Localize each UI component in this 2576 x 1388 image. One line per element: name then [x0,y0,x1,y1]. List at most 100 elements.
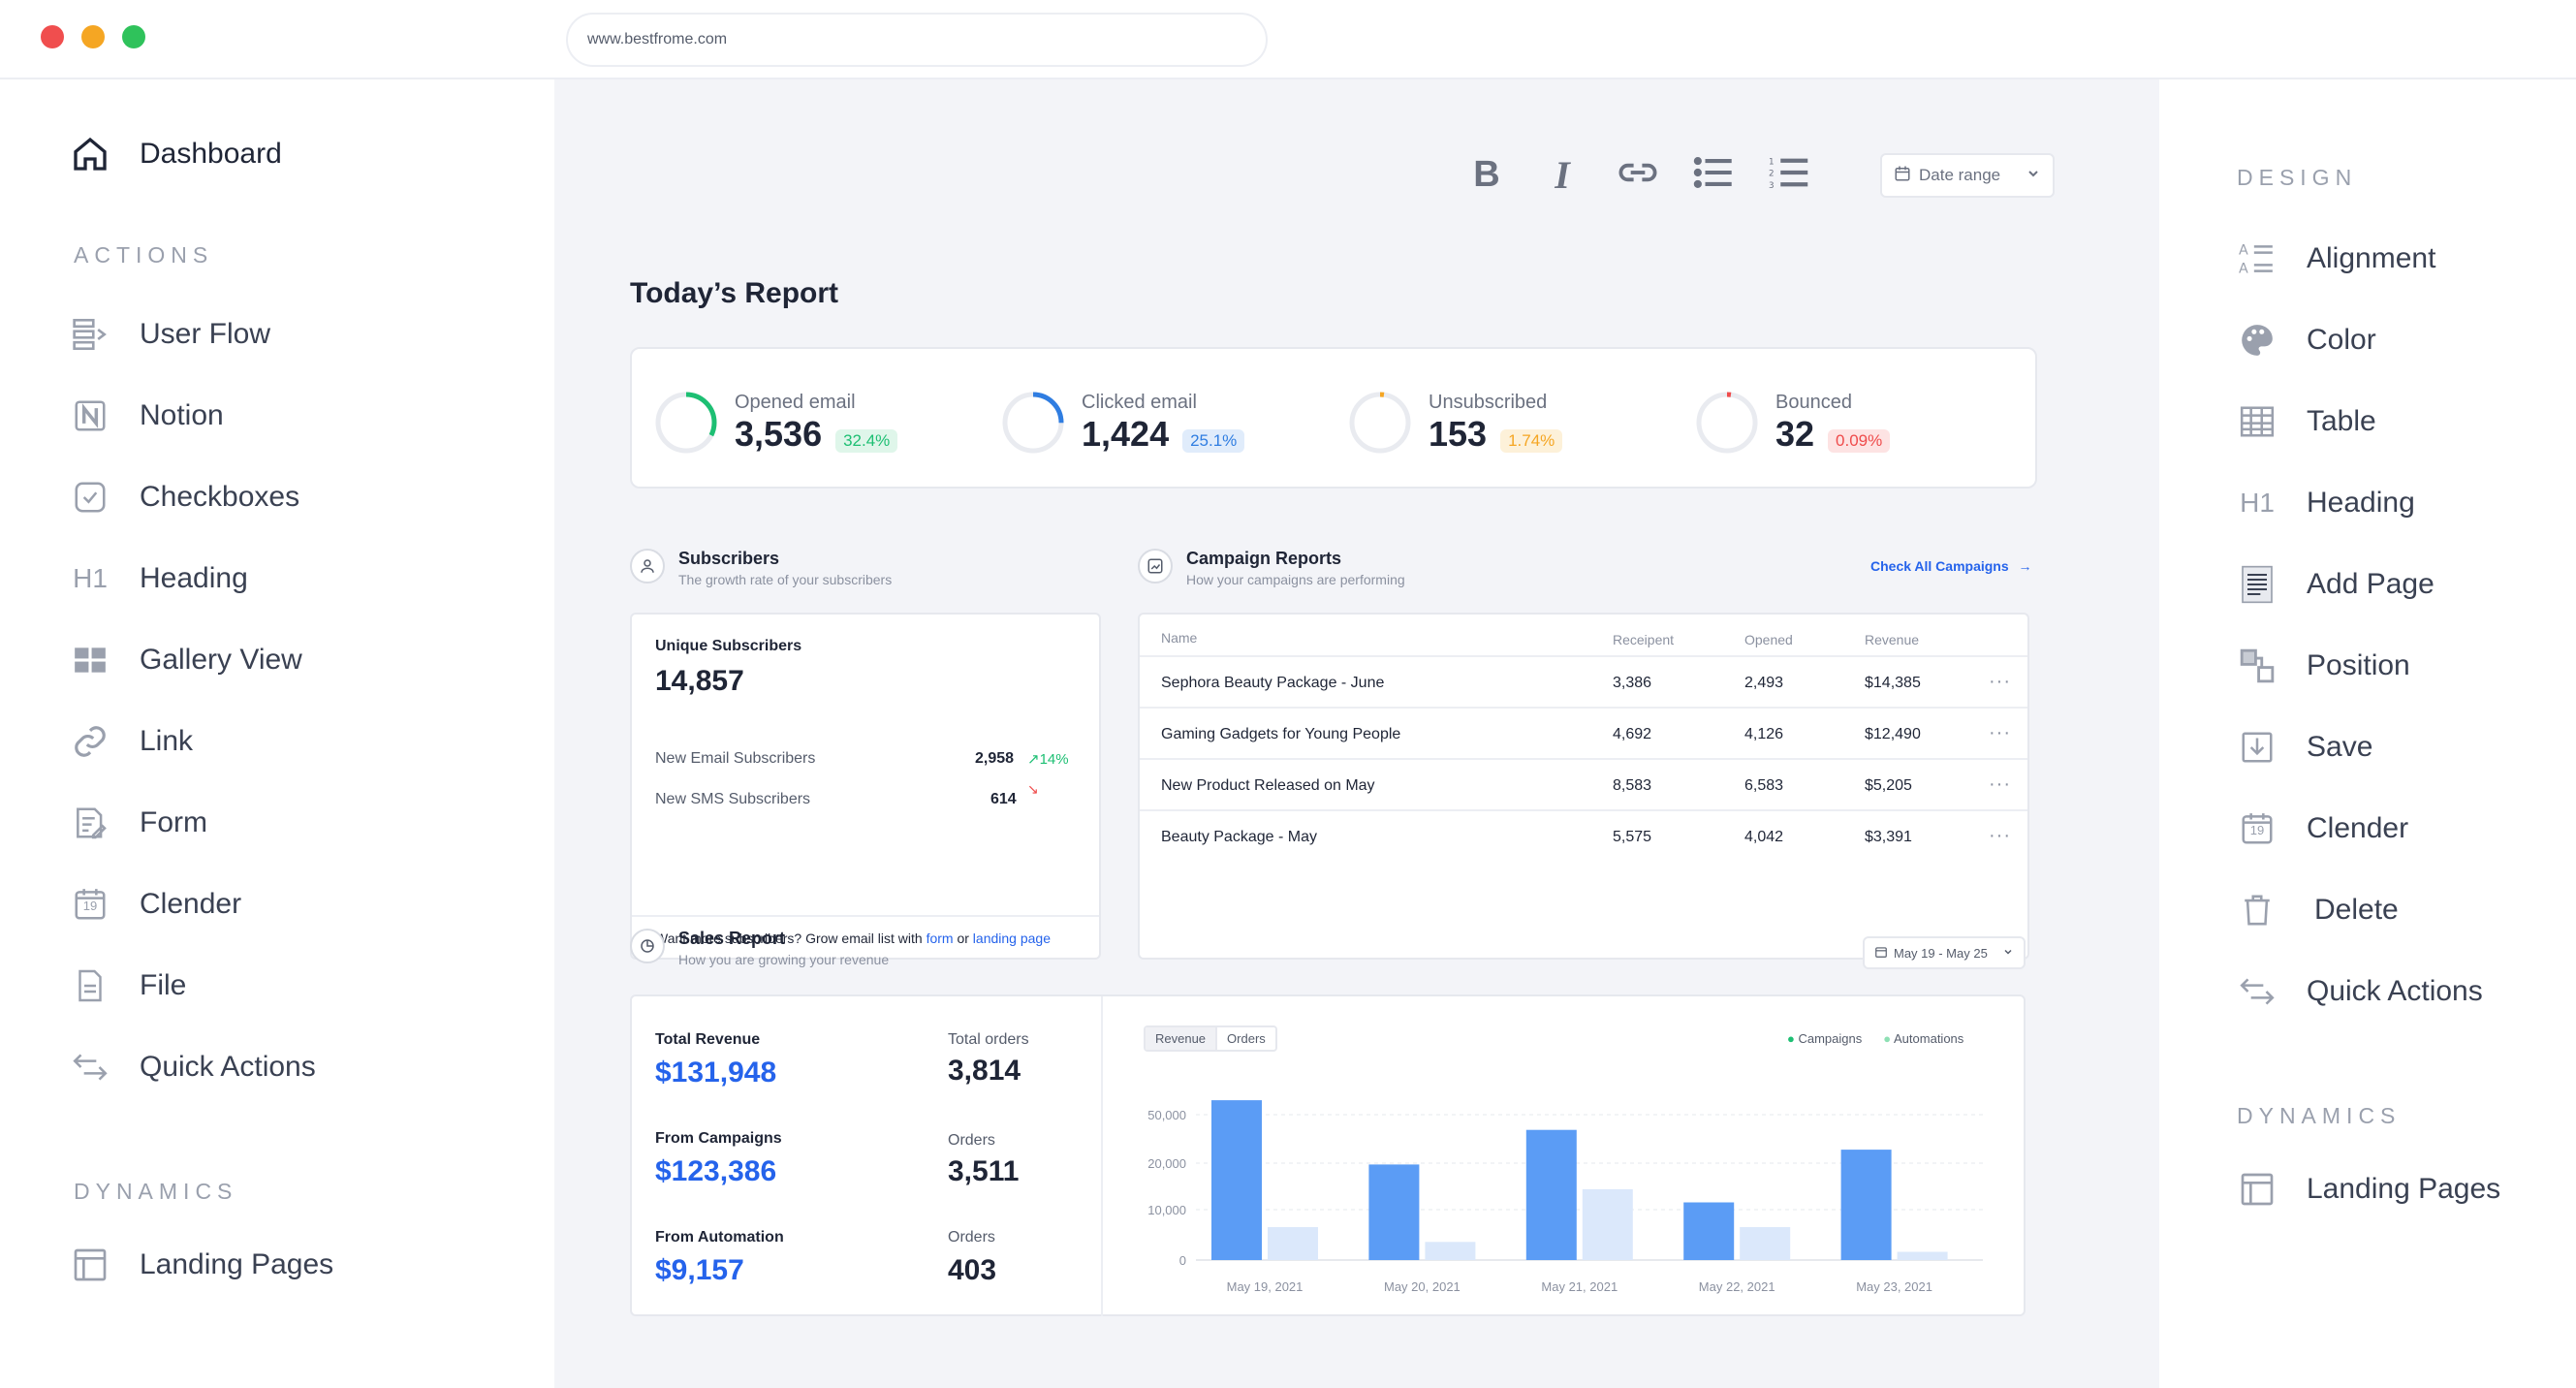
chart-tabs: Revenue Orders [1144,1025,1277,1052]
design-label: Delete [2314,894,2399,926]
check-all-campaigns-link[interactable]: Check All Campaigns → [1870,558,2032,574]
sidebar-label: Clender [140,888,242,920]
address-bar[interactable]: www.bestfrome.com [566,13,1268,67]
unique-subscribers-label: Unique Subscribers [655,638,802,654]
tab-orders[interactable]: Orders [1215,1027,1275,1050]
sidebar-item-user-flow[interactable]: User Flow [70,314,270,355]
sidebar-item-dashboard[interactable]: Dashboard [70,134,282,174]
sidebar-item-clender[interactable]: 19 Clender [70,884,241,925]
design-item-position[interactable]: Position [2237,646,2410,686]
kpi-label: Clicked email [1082,391,1197,413]
user-flow-icon [70,314,110,355]
row-menu-icon[interactable]: ··· [1989,825,2011,846]
subscribers-icon [630,549,665,584]
svg-text:3: 3 [1769,180,1775,189]
sidebar-item-quick-actions[interactable]: Quick Actions [70,1047,316,1088]
url-text: www.bestfrome.com [587,31,728,47]
table-row[interactable]: Sephora Beauty Package - June 3,386 2,493 $… [1140,657,2027,709]
italic-button[interactable]: I [1541,153,1584,197]
link-button[interactable] [1617,153,1659,196]
numbered-list-button[interactable]: 1 2 3 [1768,153,1810,196]
design-item-add-page[interactable]: Add Page [2237,564,2435,605]
revenue-bar-chart: 50,000 20,000 10,000 0 May 19, 2021 May 20, 2… [1147,1100,1983,1294]
bullet-list-button[interactable] [1692,153,1735,196]
browser-bar: www.bestfrome.com [0,0,2576,79]
table-icon [2237,401,2278,442]
table-cell: Gaming Gadgets for Young People [1161,726,1401,742]
sidebar-item-file[interactable]: File [70,965,186,1006]
bar-automations[interactable] [1425,1242,1476,1260]
row-menu-icon[interactable]: ··· [1989,671,2011,692]
sales-report-icon [630,929,665,963]
design-item-table[interactable]: Table [2237,401,2376,442]
bar-campaigns[interactable] [1211,1100,1262,1260]
x-tick-label: May 20, 2021 [1384,1279,1461,1294]
new-email-value: 2,958 [975,750,1015,767]
sales-date-select[interactable]: May 19 - May 25 [1863,936,2026,969]
design-label: Clender [2307,812,2409,844]
design-item-landing-pages[interactable]: Landing Pages [2237,1169,2500,1210]
position-icon [2237,646,2278,686]
design-item-clender[interactable]: 19 Clender [2237,808,2408,849]
table-cell: Sephora Beauty Package - June [1161,675,1385,691]
design-item-delete[interactable]: Delete [2237,890,2399,931]
minimize-window-dot[interactable] [81,25,105,48]
design-label: Heading [2307,487,2415,519]
email-change: ↗14% [1027,750,1069,768]
table-row[interactable]: Gaming Gadgets for Young People 4,692 4,12… [1140,709,2027,760]
sidebar-item-checkboxes[interactable]: Checkboxes [70,477,299,518]
design-item-heading[interactable]: H1 Heading [2237,483,2415,523]
link-icon [1617,158,1659,192]
campaign-reports-icon [1138,549,1173,584]
maximize-window-dot[interactable] [122,25,145,48]
chart-panel: Revenue Orders ● Campaigns ● Automations… [1101,996,2026,1316]
row-menu-icon[interactable]: ··· [1989,722,2011,743]
bar-campaigns[interactable] [1840,1150,1892,1260]
bar-campaigns[interactable] [1683,1202,1735,1261]
row-menu-icon[interactable]: ··· [1989,773,2011,795]
sidebar-item-notion[interactable]: Notion [70,395,224,436]
bold-button[interactable]: B [1465,153,1508,196]
new-sms-label: New SMS Subscribers [655,791,811,807]
bar-automations[interactable] [1897,1251,1948,1261]
table-row[interactable]: Beauty Package - May 5,575 4,042 $3,391 ··· [1140,811,2027,863]
design-item-save[interactable]: Save [2237,727,2372,768]
design-item-color[interactable]: Color [2237,320,2376,361]
sidebar-item-heading[interactable]: H1 Heading [70,558,248,599]
design-item-quick-actions[interactable]: Quick Actions [2237,971,2483,1012]
bar-campaigns[interactable] [1525,1129,1577,1260]
form-link[interactable]: form [926,931,954,946]
close-window-dot[interactable] [41,25,64,48]
sidebar-label: Landing Pages [140,1248,334,1280]
svg-text:A: A [2239,242,2248,258]
table-row[interactable]: New Product Released on May 8,583 6,583 $5,… [1140,760,2027,811]
from-campaigns-label: From Campaigns [655,1130,782,1147]
legend-dot: ● [1787,1031,1795,1046]
table-cell: Beauty Package - May [1161,829,1317,845]
sidebar-item-form[interactable]: Form [70,803,207,843]
bar-automations[interactable] [1268,1227,1318,1260]
legend-automations: ● Automations [1883,1031,1963,1046]
bar-campaigns[interactable] [1368,1164,1420,1260]
bar-automations[interactable] [1740,1227,1791,1260]
sidebar-item-landing-pages[interactable]: Landing Pages [70,1245,333,1285]
tab-revenue[interactable]: Revenue [1146,1027,1216,1050]
kpi-card: Opened email 3,536 32.4% Clicked email 1,424… [630,347,2037,489]
sidebar-label: Gallery View [140,644,302,676]
design-label: Add Page [2307,568,2435,600]
bar-automations[interactable] [1582,1188,1633,1260]
landing-page-link[interactable]: landing page [972,931,1051,946]
x-tick-label: May 21, 2021 [1541,1279,1618,1294]
sidebar-item-link[interactable]: Link [70,721,193,762]
sidebar-item-gallery-view[interactable]: Gallery View [70,640,302,680]
date-range-select[interactable]: Date range [1880,153,2055,198]
kpi-badge: 1.74% [1500,429,1563,454]
from-automation-value: $9,157 [655,1254,744,1286]
design-label: Save [2307,731,2373,763]
col-opened: Opened [1744,632,1793,647]
kpi-item: Clicked email 1,424 25.1% [1000,384,1245,461]
kpi-ring [1696,392,1758,454]
legend-campaigns-label: Campaigns [1798,1031,1863,1046]
bullet-list-icon [1693,156,1734,194]
